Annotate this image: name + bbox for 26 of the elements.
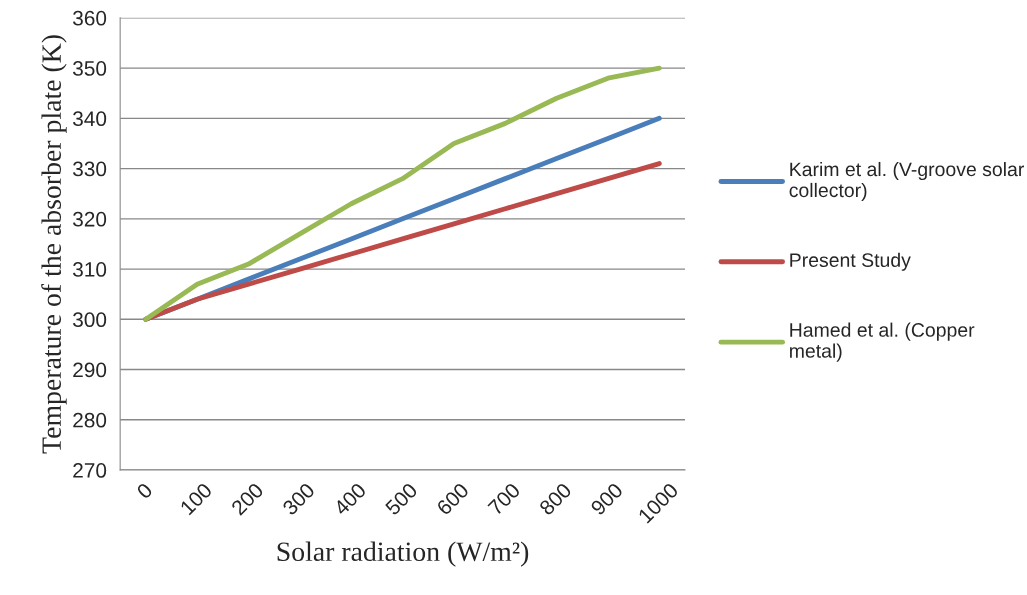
x-tick-label: 800 xyxy=(538,482,573,516)
legend-label: Karim et al. (V-groove solar collector) xyxy=(789,161,1024,201)
y-tick-label: 270 xyxy=(73,463,107,478)
y-tick-label: 330 xyxy=(73,161,107,177)
y-tick-label: 300 xyxy=(73,312,107,328)
x-tick-label: 600 xyxy=(435,482,470,516)
y-tick-label: 340 xyxy=(73,111,107,127)
y-tick-label: 350 xyxy=(73,61,107,76)
y-tick-label: 360 xyxy=(73,10,107,26)
x-tick-label: 900 xyxy=(589,482,624,516)
y-tick-label: 280 xyxy=(73,412,107,428)
x-tick-label: 100 xyxy=(179,482,213,516)
x-tick-label: 200 xyxy=(230,482,265,516)
y-axis-title: Temperature of the absorber plate (K) xyxy=(41,35,67,454)
x-tick-label: 400 xyxy=(332,482,367,517)
x-tick-label: 700 xyxy=(487,482,521,516)
y-tick-label: 320 xyxy=(73,211,107,227)
y-tick-label: 310 xyxy=(73,262,107,277)
x-tick-label: 500 xyxy=(384,482,419,516)
line-series xyxy=(143,65,662,322)
legend-label: Hamed et al. (Copper metal) xyxy=(790,322,975,362)
x-tick-label: 0 xyxy=(135,482,154,500)
x-tick-label: 300 xyxy=(281,482,316,516)
x-axis-title: Solar radiation (W/m²) xyxy=(277,541,529,567)
legend-label: Present Study xyxy=(790,252,911,271)
y-tick-label: 290 xyxy=(73,362,107,378)
